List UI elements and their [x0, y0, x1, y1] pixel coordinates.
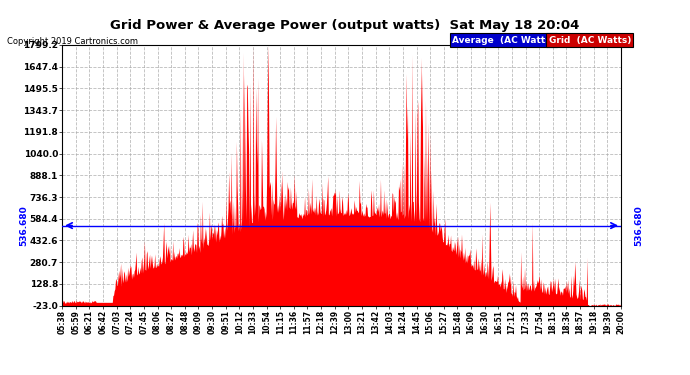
Text: Copyright 2019 Cartronics.com: Copyright 2019 Cartronics.com [7, 38, 138, 46]
Text: Grid Power & Average Power (output watts)  Sat May 18 20:04: Grid Power & Average Power (output watts… [110, 19, 580, 32]
Text: Average  (AC Watts): Average (AC Watts) [452, 36, 555, 45]
Text: 536.680: 536.680 [19, 205, 29, 246]
Text: 536.680: 536.680 [633, 205, 643, 246]
Text: Grid  (AC Watts): Grid (AC Watts) [549, 36, 631, 45]
